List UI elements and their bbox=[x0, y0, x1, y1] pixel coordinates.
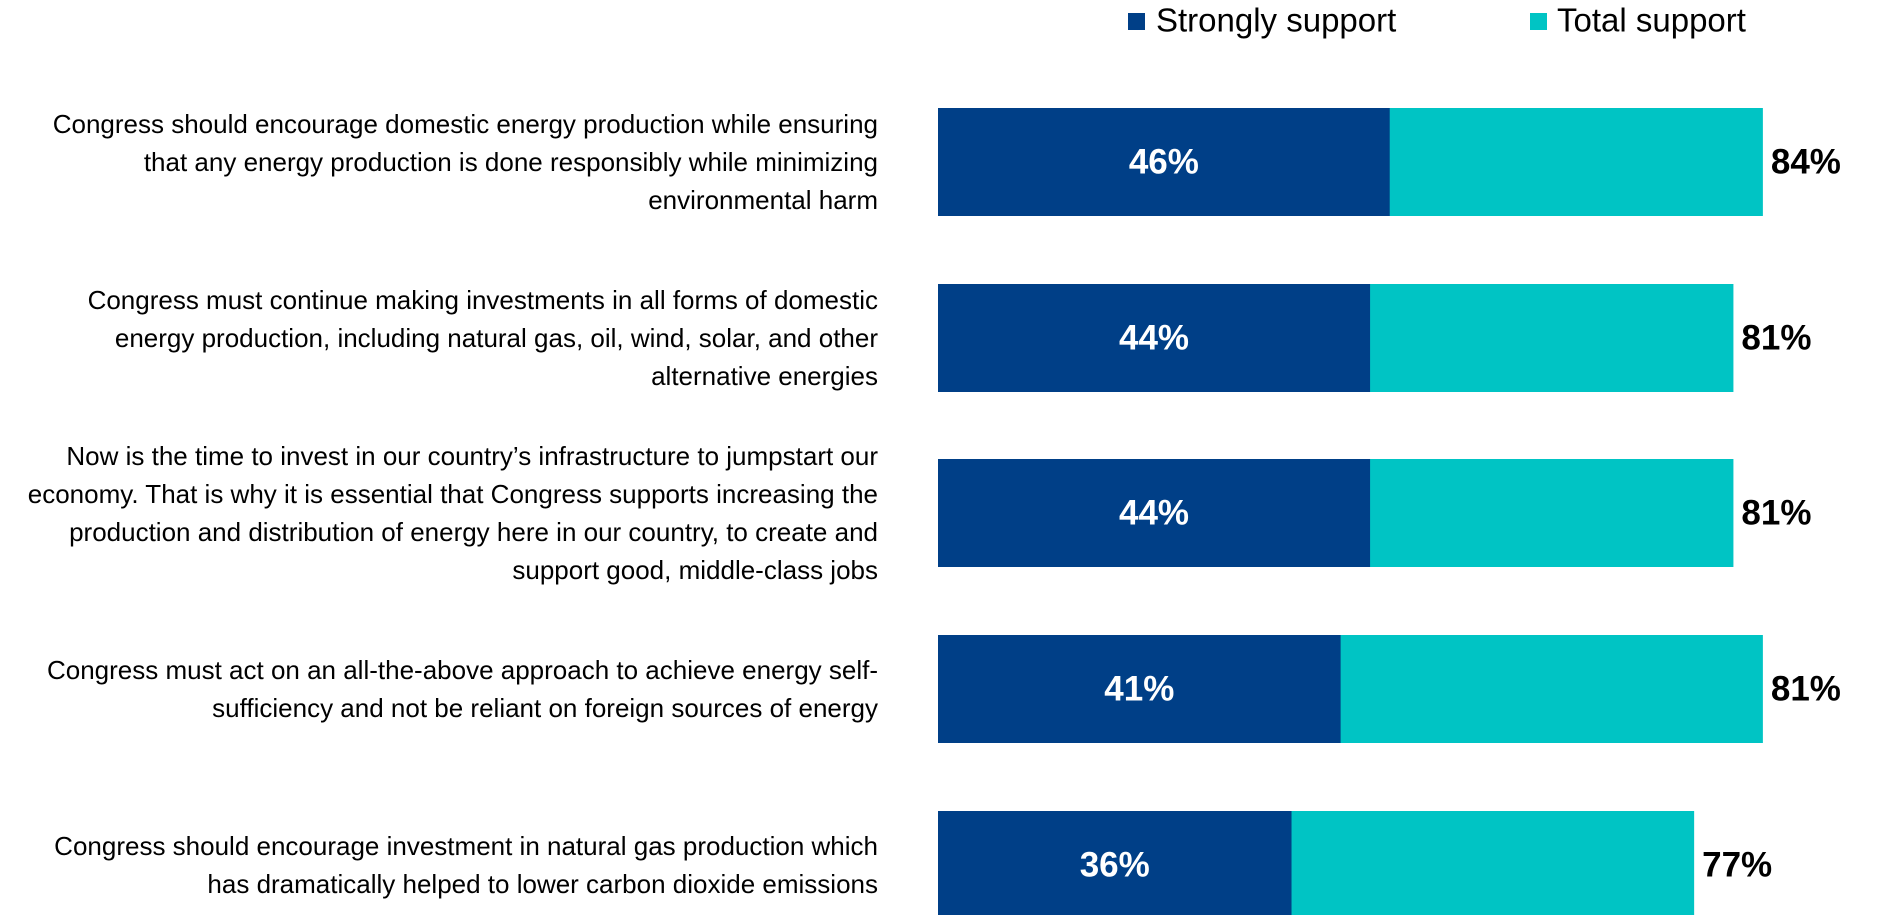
value-label: 77% bbox=[1702, 845, 1772, 884]
category-label: Congress should encourage domestic energ… bbox=[52, 109, 878, 215]
value-label: 81% bbox=[1741, 493, 1811, 532]
legend-label: Strongly support bbox=[1156, 2, 1396, 39]
category-label: Congress must act on an all-the-above ap… bbox=[46, 655, 878, 723]
legend-label: Total support bbox=[1557, 2, 1746, 39]
value-label: 44% bbox=[1119, 493, 1189, 532]
value-label: 44% bbox=[1119, 318, 1189, 357]
bar bbox=[938, 459, 1371, 567]
value-label: 81% bbox=[1771, 669, 1841, 708]
legend-swatch bbox=[1530, 13, 1547, 30]
legend-swatch bbox=[1128, 13, 1145, 30]
category-label: Congress must continue making investment… bbox=[87, 285, 878, 391]
value-label: 84% bbox=[1771, 142, 1841, 181]
bar bbox=[938, 811, 1292, 915]
bar bbox=[938, 635, 1341, 743]
bar bbox=[938, 284, 1371, 392]
category-label: Congress should encourage investment in … bbox=[54, 831, 878, 899]
value-label: 81% bbox=[1741, 318, 1811, 357]
bar bbox=[938, 108, 1390, 216]
value-label: 41% bbox=[1104, 669, 1174, 708]
category-label: Now is the time to invest in our country… bbox=[27, 441, 878, 585]
value-label: 46% bbox=[1129, 142, 1199, 181]
value-label: 36% bbox=[1080, 845, 1150, 884]
